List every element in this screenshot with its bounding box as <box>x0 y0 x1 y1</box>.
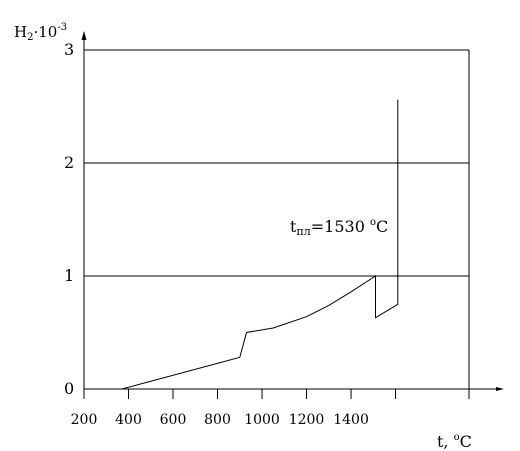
melting-temperature-annotation: tпл=1530 oC <box>290 217 389 238</box>
ticks <box>83 389 470 399</box>
y-tick-label: 2 <box>64 153 75 172</box>
x-tick-label: 1200 <box>288 412 325 428</box>
y-axis-arrow <box>81 31 87 40</box>
y-tick-label: 3 <box>64 40 75 59</box>
x-tick-label: 600 <box>159 412 187 428</box>
x-tick-label: 1000 <box>244 412 280 428</box>
y-axis-label: H2·10-3 <box>14 22 68 43</box>
x-tick-label: 1400 <box>333 412 369 428</box>
x-tick-label: 800 <box>204 412 231 428</box>
x-axis-arrow <box>496 387 504 391</box>
gridlines <box>84 49 469 277</box>
y-tick-label: 0 <box>64 379 75 398</box>
series-line <box>121 99 399 390</box>
y-tick-label: 1 <box>64 266 75 285</box>
series <box>121 99 399 390</box>
x-axis-label: t, oC <box>437 432 472 451</box>
axes <box>81 31 504 391</box>
x-tick-label: 400 <box>115 412 142 428</box>
x-tick-label: 200 <box>70 412 98 428</box>
